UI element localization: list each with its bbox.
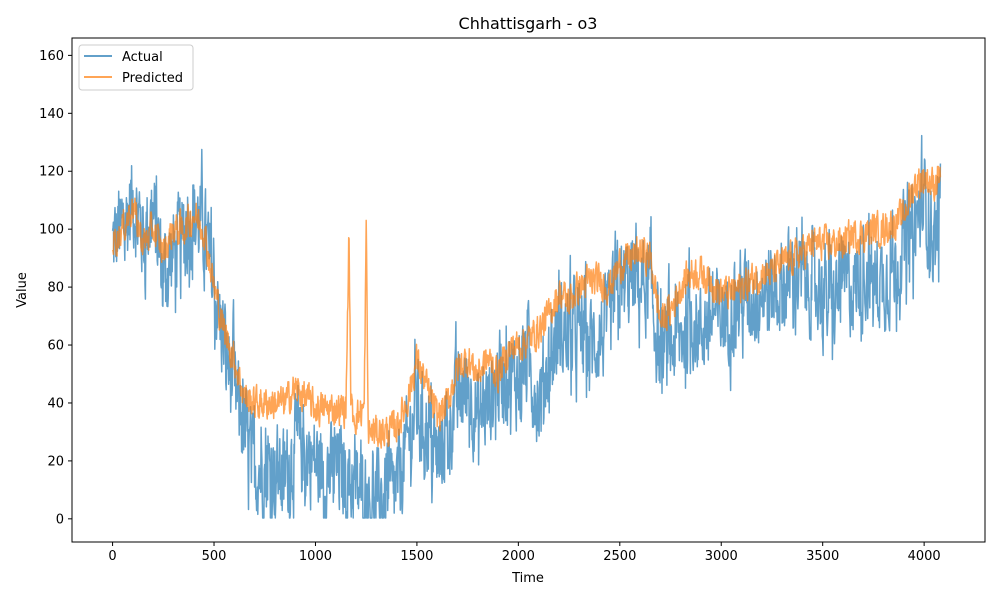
x-tick-label: 3500 — [806, 549, 839, 564]
legend-label-predicted: Predicted — [122, 71, 183, 86]
legend-label-actual: Actual — [122, 50, 163, 65]
y-tick-label: 40 — [47, 396, 64, 411]
x-tick-label: 1000 — [299, 549, 332, 564]
y-tick-label: 140 — [39, 107, 64, 122]
y-tick-label: 100 — [39, 223, 64, 238]
y-tick-label: 120 — [39, 165, 64, 180]
series-line-predicted — [111, 165, 942, 449]
y-tick-label: 60 — [47, 339, 64, 354]
y-tick-label: 80 — [47, 281, 64, 296]
plot-area — [111, 134, 942, 519]
y-tick-label: 160 — [39, 49, 64, 64]
x-tick-label: 500 — [202, 549, 227, 564]
x-tick-label: 1500 — [400, 549, 433, 564]
x-tick-label: 2500 — [603, 549, 636, 564]
x-tick-label: 2000 — [502, 549, 535, 564]
chart-title: Chhattisgarh - o3 — [459, 14, 598, 33]
axes-frame — [71, 37, 986, 543]
legend: Actual Predicted — [78, 44, 194, 91]
x-tick-label: 0 — [108, 549, 116, 564]
x-tick-label: 3000 — [705, 549, 738, 564]
x-tick-label: 4000 — [908, 549, 941, 564]
x-axis-label: Time — [511, 571, 544, 586]
y-axis-label: Value — [15, 272, 30, 308]
ticks: 0 500 1000 1500 2000 2500 3000 3500 4000 0 20 40 60 8… — [39, 49, 941, 564]
y-tick-label: 20 — [47, 454, 64, 469]
y-tick-label: 0 — [56, 512, 64, 527]
